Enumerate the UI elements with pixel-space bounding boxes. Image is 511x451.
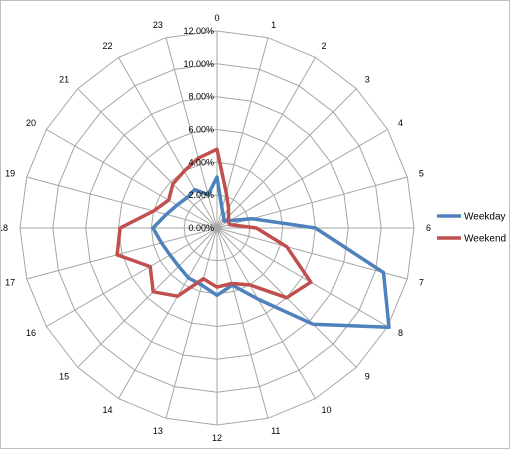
spoke [216,57,316,229]
hour-label: 0 [214,13,219,23]
hour-label: 18 [1,223,8,233]
hour-label: 19 [5,169,15,179]
spoke [77,227,218,368]
hour-label: 4 [398,118,403,128]
hour-label: 14 [102,405,112,415]
hour-label: 8 [398,328,403,338]
hour-label: 23 [153,20,163,30]
radial-tick-label: 12.00% [183,26,214,36]
hour-label: 2 [322,41,327,51]
hour-label: 6 [426,223,431,233]
grid-layer [19,30,415,426]
hour-label: 13 [153,426,163,436]
spoke [165,227,218,419]
legend-label-weekday: Weekday [464,212,506,223]
spoke [216,129,388,229]
hour-label: 12 [212,433,222,443]
hour-label: 9 [365,372,370,382]
spoke [216,37,269,229]
spoke [216,227,269,419]
hour-label: 1 [271,20,276,30]
hour-label: 11 [271,426,280,436]
radial-tick-labels: 0.00% 2.00% 4.00% 6.00% 8.00% 10.00% 12.00% [183,26,214,233]
spoke [216,227,316,399]
radial-tick-label: 8.00% [188,92,214,102]
hour-label: 3 [365,75,370,85]
hour-labels: 01234567891011121314151617181920212223 [1,13,431,443]
hour-label: 17 [5,277,15,287]
radial-tick-label: 6.00% [188,125,214,135]
hour-label: 10 [322,405,332,415]
spoke [216,227,388,327]
spoke [26,227,218,280]
spoke [46,129,218,229]
spoke [26,176,218,229]
hour-label: 22 [102,41,112,51]
spoke [77,88,218,229]
radial-tick-label: 4.00% [188,157,214,167]
radial-tick-label: 10.00% [183,59,214,69]
spoke [118,227,218,399]
hour-label: 5 [419,169,424,179]
series-layer [115,147,391,330]
legend-label-weekend: Weekend [464,234,506,245]
spoke [46,227,218,327]
radial-tick-label: 0.00% [188,223,214,233]
radial-tick-label: 2.00% [188,190,214,200]
hour-label: 21 [59,75,69,85]
spoke [216,88,357,229]
spoke [118,57,218,229]
spoke [216,227,408,280]
legend: Weekday Weekend [437,212,506,245]
hour-label: 20 [26,118,36,128]
hour-label: 7 [419,277,424,287]
hour-label: 15 [59,372,69,382]
hour-label: 16 [26,328,36,338]
series-line-weekend [115,147,313,300]
